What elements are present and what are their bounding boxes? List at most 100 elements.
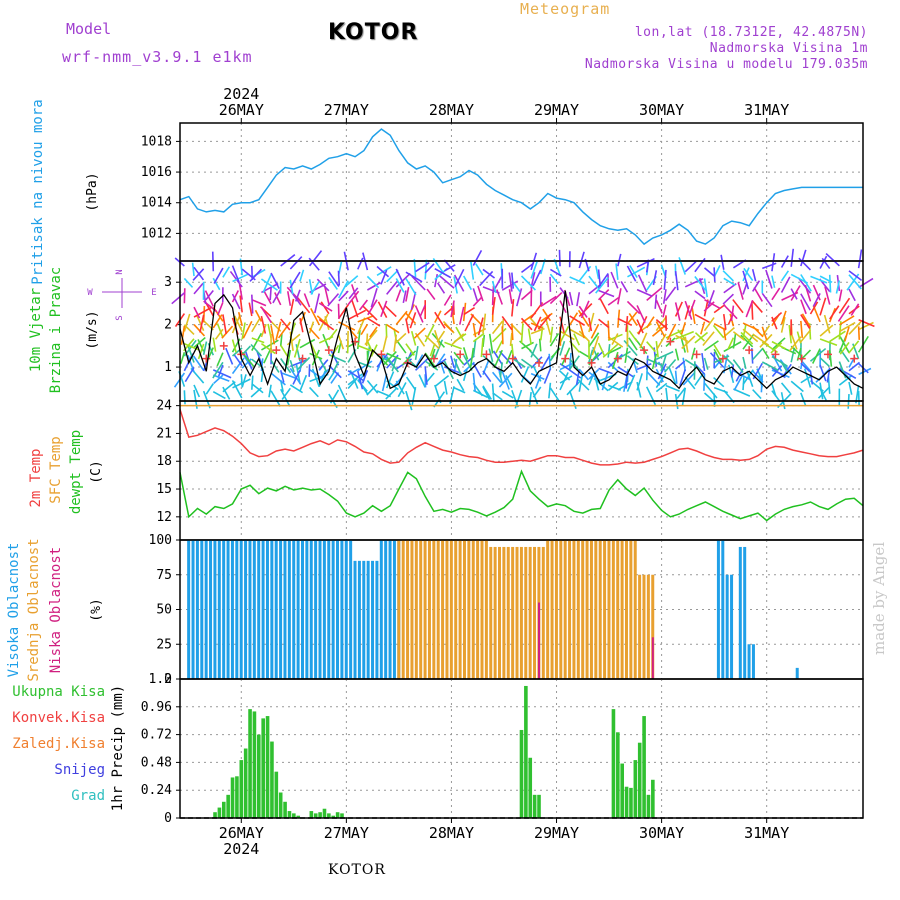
wind-barb <box>260 323 267 338</box>
wind-barb <box>559 340 566 356</box>
wind-barb <box>656 350 674 360</box>
wind-barb <box>857 249 863 269</box>
wind-barb <box>323 285 330 305</box>
wind-barb <box>799 329 812 344</box>
cloud-bar <box>506 546 510 679</box>
wind-barb <box>549 292 563 305</box>
wind-barb <box>332 361 340 373</box>
wind-barb <box>662 289 667 304</box>
y-tick-label: 15 <box>156 482 172 497</box>
wind-barb <box>597 269 602 287</box>
y-tick-label: 0 <box>164 811 172 826</box>
cloud-bar <box>379 540 383 679</box>
wind-barb <box>839 336 850 353</box>
wind-barb <box>595 277 609 294</box>
wind-barb <box>443 294 452 306</box>
cloud-bar <box>274 540 278 679</box>
wind-barb <box>443 259 455 272</box>
gust-marker <box>692 350 701 359</box>
wind-barb <box>800 293 811 311</box>
cloud-bar <box>327 540 331 679</box>
wind-barb <box>628 312 638 327</box>
wind-barb <box>357 360 373 372</box>
wind-barb <box>713 344 722 357</box>
wind-barb <box>722 270 734 282</box>
wind-barb <box>366 379 379 394</box>
wind-barb <box>193 324 206 337</box>
cloud-bar <box>283 540 287 679</box>
wind-barb <box>530 343 538 358</box>
wind-barb <box>558 370 571 381</box>
wind-barb <box>819 297 827 316</box>
wind-barb <box>454 268 465 288</box>
wind-barb <box>684 300 693 320</box>
wind-barb <box>732 359 744 373</box>
mid-cloud-label: Srednja Oblacnost <box>26 538 42 681</box>
wind-barb <box>607 384 622 391</box>
gust-marker <box>456 350 465 359</box>
wind-barb <box>759 333 773 348</box>
wind-barb <box>251 337 265 344</box>
precip-bar <box>340 813 344 818</box>
gust-marker <box>745 346 754 355</box>
wind-barb <box>434 329 441 347</box>
wind-barb <box>730 364 735 378</box>
wind-barb <box>838 315 855 326</box>
cloud-bar <box>651 574 655 679</box>
wind-barb <box>838 374 853 386</box>
cloud-bar <box>563 540 567 679</box>
wind-barb <box>601 370 609 391</box>
wind-barb <box>455 326 465 342</box>
wind-barb <box>384 304 397 318</box>
precip-bar <box>296 815 301 818</box>
wind-barb <box>222 386 231 400</box>
gust-marker <box>324 346 333 355</box>
cloud-bar <box>716 540 720 679</box>
wind-barb <box>369 326 378 338</box>
wind-barb <box>405 376 417 391</box>
y-tick-label: 100 <box>149 533 172 548</box>
wind-barb <box>800 274 812 292</box>
y-tick-label: 0 <box>164 672 172 687</box>
wind-barb <box>674 370 678 384</box>
wind-barb <box>424 259 428 280</box>
cloud-bar <box>344 540 348 679</box>
gust-marker <box>613 354 622 363</box>
wind-barb <box>409 312 417 329</box>
gust-marker <box>429 354 438 363</box>
precip-bar <box>611 709 616 818</box>
wind-barb <box>289 298 295 315</box>
wind-barb <box>610 271 619 289</box>
cloud-bar <box>406 540 410 679</box>
wind-barb <box>521 358 534 369</box>
wind-barb <box>549 326 554 343</box>
wind-barb <box>493 349 503 369</box>
wind-barb <box>499 350 513 366</box>
precip-bar <box>524 685 528 818</box>
wind-barb <box>491 296 496 315</box>
wind-barb <box>289 367 302 385</box>
y-tick-label: 1016 <box>141 165 172 180</box>
wind-barb <box>684 376 696 390</box>
wind-barb <box>413 258 417 278</box>
wind-barb <box>217 301 224 316</box>
wind-barb <box>681 387 687 406</box>
cloud-bar <box>441 540 445 679</box>
wind-barb <box>260 358 264 372</box>
gust-marker <box>219 341 228 350</box>
wind-barb <box>790 332 798 350</box>
wind-barb <box>577 378 590 391</box>
wind-barb <box>790 248 795 267</box>
cloud-bar <box>217 540 221 679</box>
wind-barb <box>310 307 320 326</box>
wind-barb <box>405 343 415 356</box>
wind-barb <box>801 361 812 372</box>
wind-barb <box>753 287 763 302</box>
wind-barb <box>636 305 646 323</box>
wind-barb <box>318 302 333 312</box>
precip-bar <box>327 813 331 818</box>
wind-barb <box>347 378 358 390</box>
wind-barb <box>703 382 718 399</box>
wind-barb <box>674 271 679 291</box>
wind-barb <box>722 327 727 341</box>
